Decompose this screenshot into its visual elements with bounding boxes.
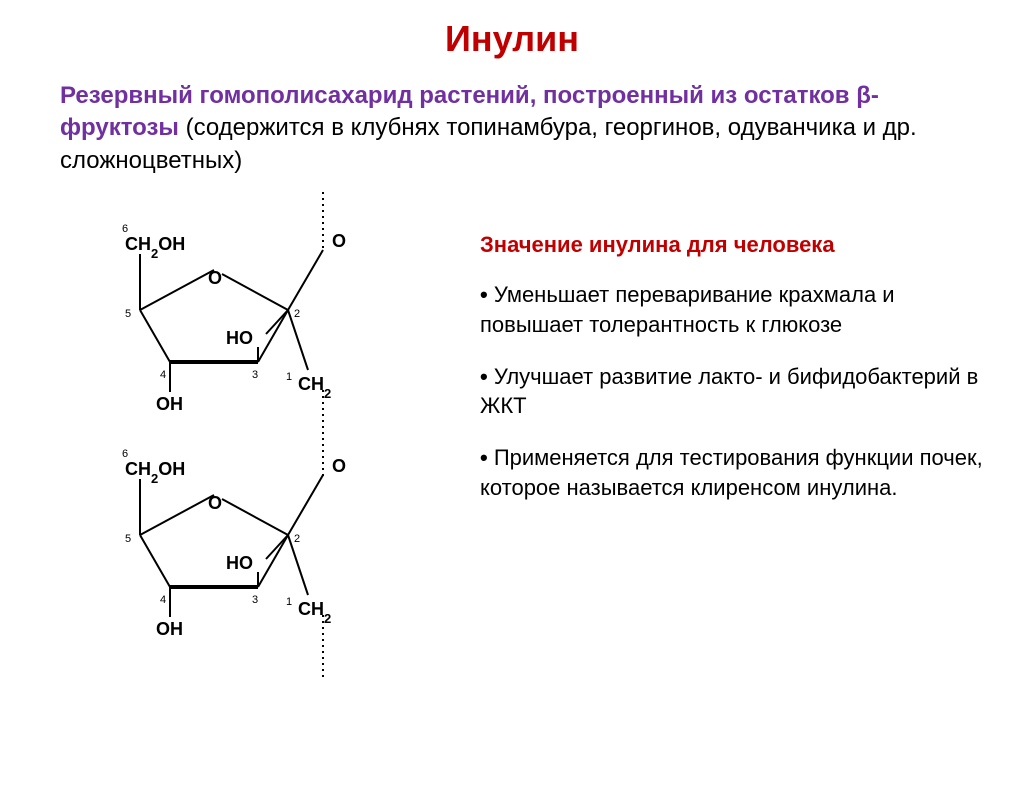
intro-paragraph: Резервный гомополисахарид растений, пост… xyxy=(60,80,964,177)
oh-c4-2: OH xyxy=(156,619,183,639)
o-bridge-1: O xyxy=(332,231,346,251)
bullet-1: • Уменьшает переваривание крахмала и пов… xyxy=(480,280,984,339)
chemical-structure: O 6 CH2OH O 5 2 4 3 HO xyxy=(0,192,480,697)
bullet-2-text: Улучшает развитие лакто- и бифидобактери… xyxy=(480,364,978,419)
c2-1: 2 xyxy=(294,308,300,320)
o-bridge-2: O xyxy=(332,456,346,476)
c3-1: 3 xyxy=(252,369,258,381)
significance-block: Значение инулина для человека • Уменьшае… xyxy=(480,192,1024,697)
ring-o-1: O xyxy=(208,268,222,288)
significance-heading: Значение инулина для человека xyxy=(480,232,984,258)
inulin-structure-svg: O 6 CH2OH O 5 2 4 3 HO xyxy=(70,192,410,692)
ch2oh-1: CH2OH xyxy=(125,234,185,261)
bullet-3: • Применяется для тестирования функции п… xyxy=(480,443,984,502)
c3-2: 3 xyxy=(252,594,258,606)
c5-2: 5 xyxy=(125,533,131,545)
intro-tail: (содержится в клубнях топинамбура, георг… xyxy=(60,114,917,173)
ch2-1: CH2 xyxy=(298,374,331,401)
c1-1: 1 xyxy=(286,371,292,383)
bullet-3-text: Применяется для тестирования функции поч… xyxy=(480,445,983,500)
ch2-2: CH2 xyxy=(298,599,331,626)
ring-o-2: O xyxy=(208,493,222,513)
oh-c4-1: OH xyxy=(156,394,183,414)
c4-1: 4 xyxy=(160,369,166,381)
c5-1: 5 xyxy=(125,308,131,320)
c4-2: 4 xyxy=(160,594,166,606)
page-title: Инулин xyxy=(0,18,1024,60)
c2-2: 2 xyxy=(294,533,300,545)
bullet-2: • Улучшает развитие лакто- и бифидобакте… xyxy=(480,362,984,421)
ch2oh-2: CH2OH xyxy=(125,459,185,486)
bullet-1-text: Уменьшает переваривание крахмала и повыш… xyxy=(480,282,895,337)
content-row: O 6 CH2OH O 5 2 4 3 HO xyxy=(0,192,1024,697)
ho-1: HO xyxy=(226,328,253,348)
c1-2: 1 xyxy=(286,596,292,608)
ho-2: HO xyxy=(226,553,253,573)
